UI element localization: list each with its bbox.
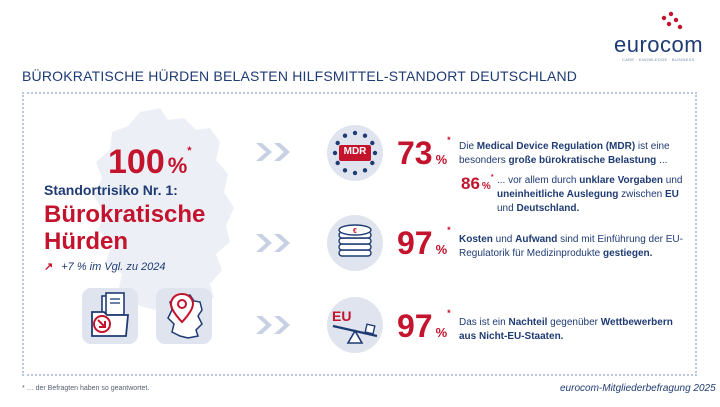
stat-competition-unit: % [435,325,448,340]
euro-coins-stack-icon: € [327,215,383,271]
stat-competition-value: 97 [397,308,433,344]
page-title: BÜROKRATISCHE HÜRDEN BELASTEN HILFSMITTE… [22,68,578,84]
headline-value: 100 [108,143,165,181]
mdr-icon-label: MDR [343,146,367,157]
text-emphasis: Wettbewerbern aus Nicht-EU-Staaten. [459,317,673,342]
risk-headline-line2: Hürden [44,228,128,255]
stat-mdr-asterisk: * [447,135,451,145]
headline-percentage: 100 %* [108,143,192,182]
mdr-icon-wrap: MDR [326,124,384,187]
text-segment: ... [656,155,668,166]
text-emphasis: Deutschland. [516,203,580,214]
stat-costs-asterisk: * [447,225,451,235]
germany-map-background [94,108,234,310]
source-note: eurocom-Mitgliederbefragung 2025 [560,383,716,394]
risk-headline: Bürokratische Hürden [44,201,244,255]
document-folder-tile [82,288,138,344]
stat-costs: 97 % * [397,225,451,262]
text-emphasis: Medical Device Regulation (MDR) [476,141,636,152]
stat-sub-value: 86 [461,174,480,193]
text-segment: ... vor allem durch [497,175,580,186]
footnote: * … der Befragten haben so geantwortet. [22,385,150,392]
risk-subtitle: Standortrisiko Nr. 1: [44,182,178,198]
seesaw-icon-label: EU [332,308,352,324]
mdr-eu-stars-icon [327,125,383,181]
text-segment: ist eine besonders [459,141,670,166]
chevron-right-double-icon [256,316,290,334]
headline-unit: % [167,153,188,178]
text-segment: Die [459,141,477,152]
headline-asterisk: * [187,145,192,157]
text-segment: gegenüber [547,317,601,328]
stat-competition-asterisk: * [447,308,451,318]
text-segment: zwischen [618,189,665,200]
stat-mdr-value: 73 [397,135,433,171]
trend-text: +7 % im Vgl. zu 2024 [61,261,166,273]
stat-competition: 97 % * [397,308,451,345]
text-emphasis: Kosten [459,234,493,245]
text-emphasis: uneinheitliche Auslegung [497,189,619,200]
eu-seesaw-icon [327,297,383,353]
stat-sub-text: ... vor allem durch unklare Vorgaben und… [497,174,687,216]
seesaw-icon-wrap: EU [326,296,384,359]
stat-mdr-unit: % [435,152,448,167]
content-frame [22,92,697,376]
stat-competition-text: Das ist ein Nachteil gegenüber Wettbewer… [459,316,689,344]
text-emphasis: Aufwand [515,234,558,245]
text-segment: Das ist ein [459,317,509,328]
text-emphasis: Nachteil [508,317,548,328]
stat-costs-value: 97 [397,225,433,261]
stat-costs-unit: % [435,242,448,257]
text-segment: und [497,203,517,214]
text-emphasis: große bürokratische Belastung [508,155,657,166]
text-segment: und [663,175,683,186]
text-segment: und [492,234,516,245]
stat-mdr-text: Die Medical Device Regulation (MDR) ist … [459,140,689,168]
logo-tagline: CARE · KNOWLEDGE · BUSINESS [622,57,695,62]
logo-dots-icon [661,11,683,30]
stat-sub-unit: % [481,181,491,192]
text-segment: sind mit Einführung der EU-Regulatorik f… [459,234,683,259]
stat-mdr: 73 % * [397,135,451,172]
chevron-right-double-icon [256,234,290,252]
stat-costs-text: Kosten und Aufwand sind mit Einführung d… [459,233,689,261]
eurocom-logo: eurocom CARE · KNOWLEDGE · BUSINESS [614,10,704,62]
chevron-right-double-icon [256,143,290,161]
trend-note: ↗ +7 % im Vgl. zu 2024 [44,260,165,273]
germany-map-pin-icon [167,292,203,339]
text-emphasis: gestiegen. [602,248,653,259]
text-emphasis: unklare Vorgaben [579,175,663,186]
risk-headline-line1: Bürokratische [44,201,206,228]
logo-wordmark: eurocom [614,32,704,57]
text-emphasis: EU [665,189,679,200]
document-folder-icon [91,292,129,337]
svg-text:€: € [353,228,357,235]
germany-pin-tile [156,288,212,344]
stat-sub-asterisk: * [490,174,494,181]
trend-arrow-icon: ↗ [44,261,54,273]
stat-sub: 86 %* [461,174,494,194]
